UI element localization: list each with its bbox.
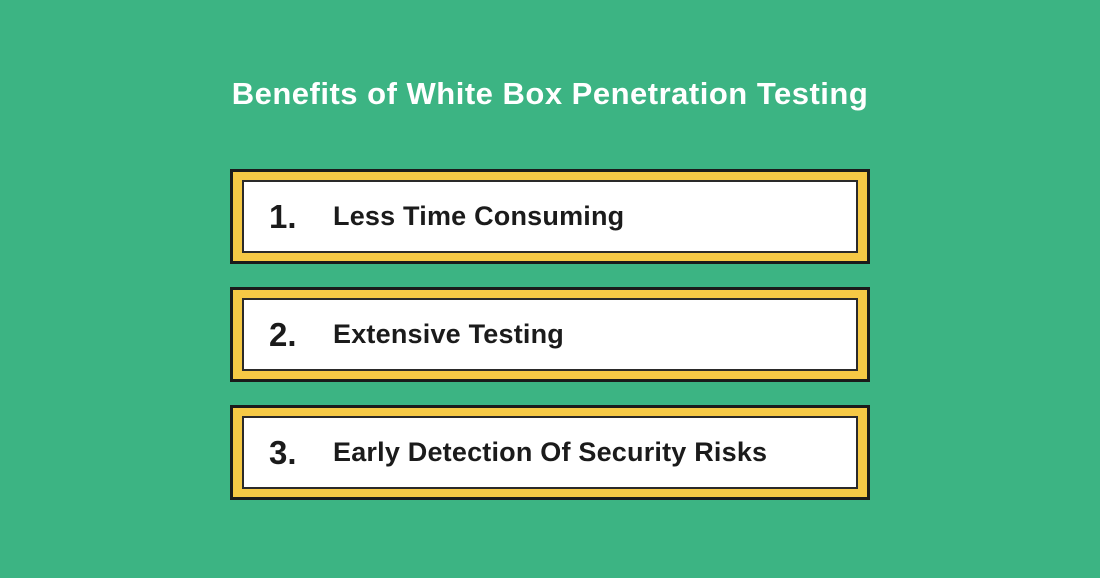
benefit-label: Early Detection Of Security Risks (333, 437, 768, 467)
benefit-number: 1. (269, 197, 297, 235)
benefits-list: 1. Less Time Consuming 2. Extensive Test… (230, 169, 870, 500)
benefit-box-2: 2. Extensive Testing (230, 287, 870, 382)
benefit-box-1: 1. Less Time Consuming (230, 169, 870, 264)
benefit-number: 2. (269, 315, 297, 353)
benefit-label: Extensive Testing (333, 319, 564, 349)
benefit-box-2-inner: 2. Extensive Testing (242, 298, 858, 371)
benefit-box-3-inner: 3. Early Detection Of Security Risks (242, 416, 858, 489)
page-title: Benefits of White Box Penetration Testin… (231, 76, 869, 111)
benefit-box-3: 3. Early Detection Of Security Risks (230, 405, 870, 500)
benefit-box-1-inner: 1. Less Time Consuming (242, 180, 858, 253)
benefit-number: 3. (269, 433, 297, 471)
benefit-label: Less Time Consuming (333, 201, 625, 231)
